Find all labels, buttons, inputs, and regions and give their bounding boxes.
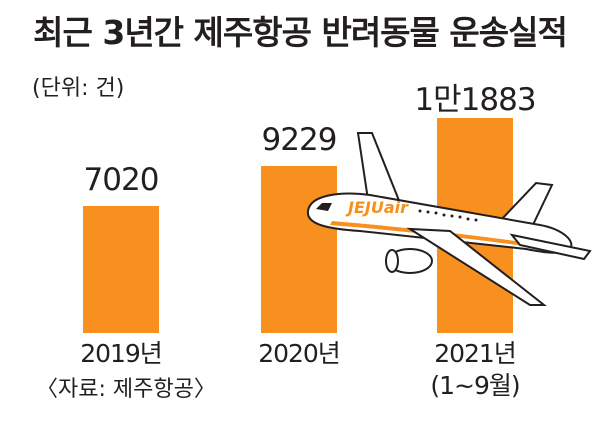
- bar-2: [261, 166, 337, 333]
- bar-value-label-1: 7020: [83, 162, 160, 199]
- category-label-2: 2020년: [258, 339, 341, 368]
- bar-value-label-2: 9229: [261, 122, 338, 159]
- category-note-3: (1~9월): [430, 371, 520, 400]
- airplane-icon: JEJUair: [306, 132, 592, 306]
- category-label-1: 2019년: [80, 339, 163, 368]
- bar-value-label-3: 1만1883: [414, 82, 536, 119]
- chart-title: 최근 3년간 제주항공 반려동물 운송실적: [33, 13, 568, 52]
- category-label-3: 2021년 (1~9월): [430, 339, 520, 400]
- bar-1: [83, 206, 159, 333]
- source-note: 〈자료: 제주항공〉: [36, 377, 216, 402]
- plane-logo: JEJUair: [345, 198, 409, 217]
- unit-label: (단위: 건): [32, 76, 125, 101]
